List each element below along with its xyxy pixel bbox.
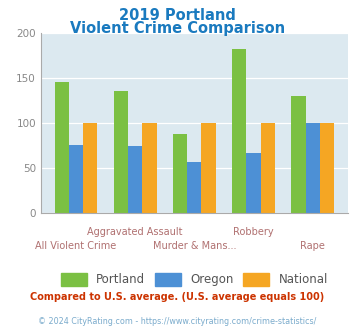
Bar [114,91,128,213]
Text: Robbery: Robbery [233,227,274,237]
Bar [306,123,320,213]
Text: © 2024 CityRating.com - https://www.cityrating.com/crime-statistics/: © 2024 CityRating.com - https://www.city… [38,317,317,326]
Text: Murder & Mans...: Murder & Mans... [153,241,236,250]
Bar [232,49,246,213]
Bar [291,96,306,213]
Bar [69,146,83,213]
Bar [83,123,97,213]
Text: All Violent Crime: All Violent Crime [36,241,117,250]
Text: Aggravated Assault: Aggravated Assault [87,227,183,237]
Legend: Portland, Oregon, National: Portland, Oregon, National [61,273,328,286]
Bar [261,123,275,213]
Bar [320,123,334,213]
Bar [246,152,261,213]
Text: 2019 Portland: 2019 Portland [119,8,236,23]
Bar [128,146,142,213]
Text: Compared to U.S. average. (U.S. average equals 100): Compared to U.S. average. (U.S. average … [31,292,324,302]
Bar [201,123,215,213]
Text: Rape: Rape [300,241,325,250]
Bar [187,162,201,213]
Text: Violent Crime Comparison: Violent Crime Comparison [70,21,285,36]
Bar [142,123,157,213]
Bar [55,82,69,213]
Bar [173,134,187,213]
